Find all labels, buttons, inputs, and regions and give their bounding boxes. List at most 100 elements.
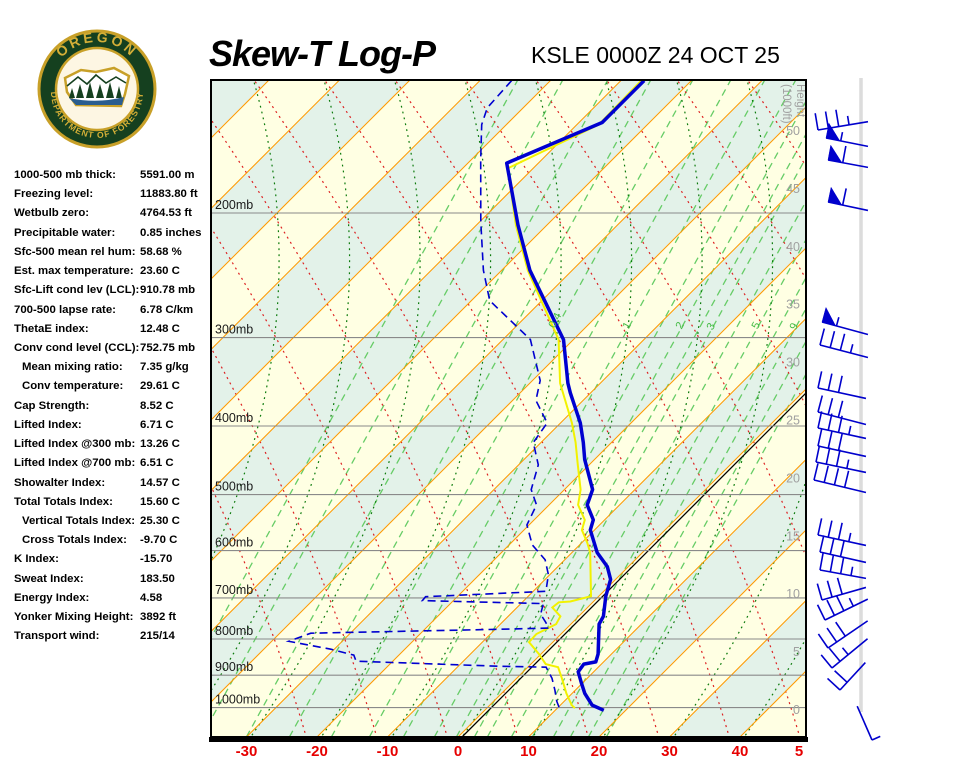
stat-value: 13.26 C xyxy=(140,438,180,451)
isotherm xyxy=(0,80,128,737)
wind-barb xyxy=(817,411,867,440)
plot-area xyxy=(0,70,960,750)
stat-row: Vertical Totals Index: 25.30 C xyxy=(14,513,214,532)
barb-full xyxy=(837,415,843,433)
dry-adiabat xyxy=(211,226,448,737)
stat-row: 700-500 lapse rate: 6.78 C/km xyxy=(14,302,214,321)
barb-full xyxy=(819,328,826,346)
barb-full xyxy=(827,373,833,391)
dry-adiabat xyxy=(253,80,589,737)
barb-full xyxy=(835,109,840,127)
barb-full xyxy=(837,375,843,393)
stat-value: 0.85 inches xyxy=(140,226,202,239)
mixing-ratio-line xyxy=(569,307,806,737)
dry-adiabat xyxy=(464,80,801,737)
isotherm xyxy=(211,80,552,421)
pressure-label: 1000mb xyxy=(215,693,260,707)
barb-full xyxy=(815,445,821,463)
stat-label: Lifted Index @300 mb: xyxy=(14,438,136,451)
stat-row: Freezing level: 11883.80 ft xyxy=(14,186,214,205)
height-label: 35 xyxy=(786,298,800,312)
stat-value: 910.78 mb xyxy=(140,284,196,297)
mixing-ratio-line xyxy=(211,80,564,721)
stat-value: 29.61 C xyxy=(140,380,180,393)
moist-adiabat xyxy=(249,80,421,737)
stat-row: Total Totals Index: 15.60 C xyxy=(14,494,214,513)
stat-label: Precipitable water: xyxy=(14,226,116,239)
page-title: Skew-T Log-P xyxy=(209,33,436,74)
barb-half xyxy=(850,566,854,576)
wind-barb xyxy=(817,518,867,547)
height-label: 5 xyxy=(793,645,800,659)
barb-full xyxy=(816,604,826,621)
barb-full xyxy=(817,411,823,429)
odf-logo: OREGON DEPARTMENT OF FORESTRY xyxy=(37,29,157,149)
stat-row: Yonker Mixing Height: 3892 ft xyxy=(14,609,214,628)
mixing-ratio-line xyxy=(245,80,609,737)
mixing-ratio-label: 1 xyxy=(621,320,634,331)
temperature-trace xyxy=(504,80,646,712)
logo-water xyxy=(69,97,124,105)
wind-barb xyxy=(820,638,869,669)
height-label: 20 xyxy=(786,471,800,485)
barb-half xyxy=(847,532,852,542)
stat-label: Sfc-500 mean rel hum: xyxy=(14,245,136,258)
moist-adiabat xyxy=(461,80,633,737)
dry-adiabat xyxy=(323,80,660,737)
wind-barb xyxy=(817,620,869,649)
stat-label: Total Totals Index: xyxy=(14,495,113,508)
stat-label: Wetbulb zero: xyxy=(14,207,90,220)
barb-full xyxy=(817,371,823,389)
mixing-ratio-line xyxy=(552,276,806,737)
temp-band xyxy=(211,80,806,702)
moist-adiabat xyxy=(531,80,703,737)
mixing-ratio-label: 3 xyxy=(705,321,718,332)
barb-full xyxy=(839,333,846,351)
stat-row: Lifted Index @700 mb: 6.51 C xyxy=(14,455,214,474)
x-axis-tick-label: 5 xyxy=(795,743,803,760)
isotherm xyxy=(211,80,693,562)
pressure-label: 800mb xyxy=(215,624,253,638)
barb-pennant xyxy=(821,306,836,327)
station-datetime: KSLE 0000Z 24 OCT 25 xyxy=(531,42,780,68)
isotherm xyxy=(811,80,960,737)
stat-label: Conv cond level (CCL): xyxy=(14,341,140,354)
stats-panel: 1000-500 mb thick: 5591.00 m Freezing leve… xyxy=(14,167,214,647)
barb-full xyxy=(827,431,833,449)
stat-row: 1000-500 mb thick: 5591.00 m xyxy=(14,167,214,186)
isotherm xyxy=(211,80,411,280)
barb-full xyxy=(817,633,829,649)
wind-barb xyxy=(819,328,869,359)
stat-row: Conv cond level (CCL): 752.75 mb xyxy=(14,340,214,359)
height-axis-title: (1000ft) xyxy=(780,84,792,124)
stat-value: 6.78 C/km xyxy=(140,303,194,316)
stat-row: Showalter Index: 14.57 C xyxy=(14,475,214,494)
dry-adiabat xyxy=(811,70,960,750)
stat-value: 15.60 C xyxy=(140,495,180,508)
pressure-label: 300mb xyxy=(215,323,253,337)
barb-full xyxy=(835,449,841,467)
stat-value: 5591.00 m xyxy=(140,169,195,181)
stat-value: 14.57 C xyxy=(140,476,180,489)
isotherm xyxy=(316,247,806,737)
wind-barb xyxy=(817,395,867,426)
barb-full xyxy=(819,535,825,553)
isotherm xyxy=(211,80,763,633)
wind-barb xyxy=(821,306,869,336)
wind-barbs xyxy=(813,109,881,741)
pressure-label: 500mb xyxy=(215,480,253,494)
barb-full xyxy=(835,595,845,612)
barb-full xyxy=(843,470,850,488)
reference-line xyxy=(461,392,806,737)
wind-barb xyxy=(813,463,867,494)
barb-half xyxy=(839,131,844,142)
barb-full xyxy=(839,539,846,557)
x-axis-tick-label: 20 xyxy=(591,743,608,760)
pressure-label: 600mb xyxy=(215,536,253,550)
barb-full xyxy=(835,621,846,637)
stat-value: 6.71 C xyxy=(140,418,174,431)
pressure-label: 400mb xyxy=(215,411,253,425)
pressure-label: 900mb xyxy=(215,660,253,674)
barb-full xyxy=(826,677,841,691)
